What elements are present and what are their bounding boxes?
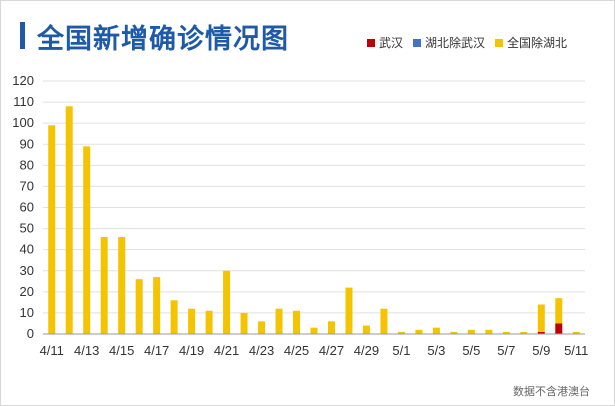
bar [135,279,143,334]
y-tick-label: 0 [27,326,34,341]
y-tick-label: 110 [13,94,34,109]
bar [450,331,458,334]
y-tick-label: 80 [20,157,34,172]
bar [555,298,563,324]
bar [572,331,580,334]
x-tick-label: 4/15 [109,343,134,358]
y-tick-label: 90 [20,136,34,151]
x-axis-tick-labels: 4/11 4/13 4/15 4/17 4/19 4/21 4/23 4/25 4/27 4/29… [40,343,589,358]
legend-item-hubei-ex-wuhan: 湖北除武汉 [413,34,485,51]
bar [555,323,563,334]
bar [310,327,318,334]
x-tick-label: 4/21 [214,343,239,358]
bar [118,237,126,334]
bar [205,310,213,334]
legend-swatch-national-ex-hubei [495,38,504,47]
y-tick-label: 100 [12,115,34,130]
y-tick-label: 50 [20,221,34,236]
bar [485,329,493,334]
y-tick-label: 70 [20,178,34,193]
legend-item-wuhan: 武汉 [367,34,403,51]
x-tick-label: 5/7 [497,343,515,358]
bar [537,331,545,334]
x-tick-label: 4/27 [319,343,344,358]
bar [380,308,388,334]
bar [240,312,248,334]
legend-label-hubei-ex-wuhan: 湖北除武汉 [425,36,486,50]
x-tick-label: 5/5 [462,343,480,358]
bar [223,270,231,334]
y-tick-label: 40 [20,242,34,257]
grid-lines [43,80,585,314]
source-note: 数据不含港澳台 [513,386,590,398]
legend-swatch-wuhan [367,38,375,47]
bar [100,237,108,334]
legend-label-national-ex-hubei: 全国除湖北 [507,36,568,50]
bar [327,321,335,334]
chart-title: 全国新增确诊情况图 [37,24,289,54]
y-tick-label: 60 [20,200,34,215]
y-tick-label: 10 [20,305,34,320]
bar [467,329,475,334]
x-tick-label: 4/11 [40,343,64,358]
x-tick-label: 4/19 [179,343,204,358]
bars [48,106,580,335]
bar [520,331,528,334]
bar [345,287,353,334]
bar [188,308,196,334]
bar [258,321,266,334]
bar [502,331,510,334]
bar [362,325,370,334]
y-axis-tick-labels: 0 10 20 30 40 50 60 70 80 90 100 110 120 [12,73,34,341]
bar [415,329,423,334]
legend-swatch-hubei-ex-wuhan [413,38,422,47]
bar [432,327,440,334]
x-tick-label: 5/3 [427,343,445,358]
x-tick-label: 4/13 [74,343,99,358]
x-tick-label: 4/17 [144,343,169,358]
x-tick-label: 4/25 [284,343,309,358]
bar [170,300,178,334]
bar [275,308,283,334]
y-tick-label: 20 [20,284,34,299]
x-tick-label: 5/1 [392,343,410,358]
legend-item-national-ex-hubei: 全国除湖北 [495,34,567,51]
bar [48,125,56,335]
bar [83,146,91,334]
x-tick-label: 5/11 [564,343,588,358]
bar [65,106,73,334]
y-tick-label: 120 [12,73,34,88]
bar [293,310,301,334]
bar [153,277,161,334]
legend: 武汉 湖北除武汉 全国除湖北 [367,34,567,51]
title-accent-bar [20,22,25,49]
legend-label-wuhan: 武汉 [379,36,404,50]
y-tick-label: 30 [20,263,34,278]
x-tick-label: 4/23 [249,343,274,358]
bar [537,304,545,332]
x-tick-label: 5/9 [532,343,550,358]
x-tick-label: 4/29 [354,343,379,358]
bar [397,331,405,334]
